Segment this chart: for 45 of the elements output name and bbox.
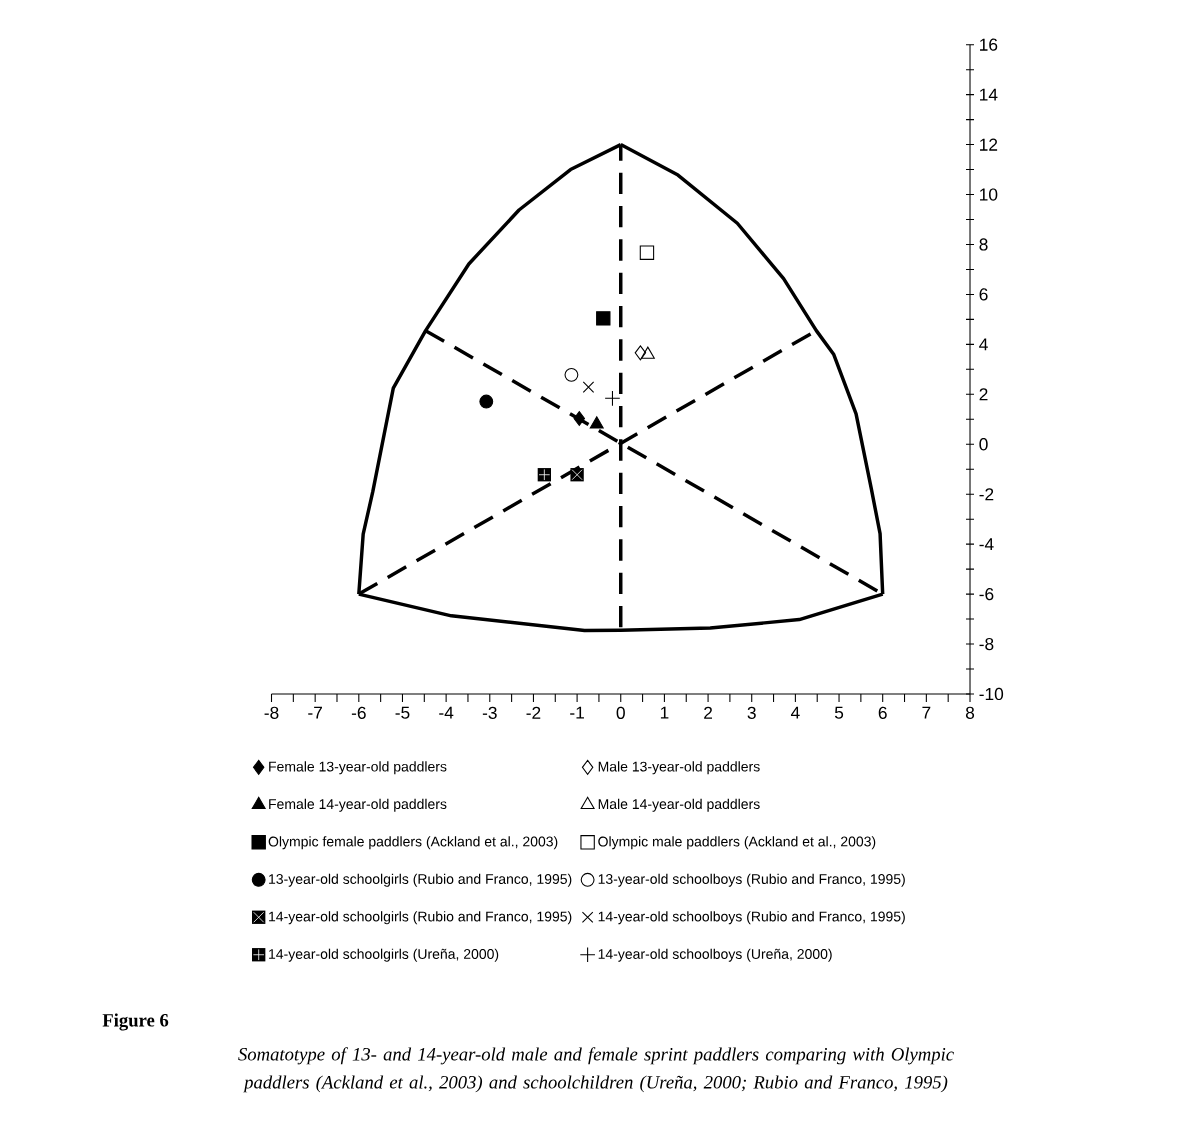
x-tick-label: -3 bbox=[482, 706, 497, 719]
y-tick-label: 6 bbox=[979, 288, 988, 301]
legend-label: Female 13-year-old paddlers bbox=[269, 761, 447, 775]
y-tick-label: 16 bbox=[980, 38, 998, 51]
y-tick-label: 10 bbox=[980, 188, 998, 201]
y-tick-label: 4 bbox=[979, 338, 988, 351]
legend-label: 14-year-old schoolgirls (Rubio and Franco, 1995) bbox=[269, 911, 572, 925]
y-tick-label: -6 bbox=[979, 587, 994, 601]
legend-label: Olympic female paddlers (Ackland et al., 2003) bbox=[268, 836, 558, 850]
x-tick-label: -1 bbox=[570, 706, 584, 719]
x-tick-label: -5 bbox=[395, 706, 410, 719]
x-tick-label: -2 bbox=[526, 706, 541, 719]
legend-label: 13-year-old schoolboys (Rubio and Franco, 1995) bbox=[598, 873, 905, 887]
x-tick-label: 7 bbox=[922, 706, 931, 719]
x-tick-label: -6 bbox=[351, 706, 366, 719]
caption: Figure 6 bbox=[102, 1013, 169, 1031]
legend-label: 13-year-old schoolgirls (Rubio and Franco, 1995) bbox=[269, 873, 572, 887]
y-tick-label: -8 bbox=[979, 637, 994, 651]
y-tick-label: 2 bbox=[979, 388, 988, 401]
y-tick-label: 14 bbox=[980, 88, 998, 101]
legend-label: Male 13-year-old paddlers bbox=[598, 761, 760, 775]
y-tick-label: 12 bbox=[980, 138, 998, 151]
text: Somatotype of 13- and 14-year-old male and female sprint paddlers comparing with Olympic paddlers (Ackland et al., 2003) and schoolchildren (Ureña, 2000; Rubio and Franco, 1995) bbox=[238, 1047, 954, 1093]
y-tick-label: 0 bbox=[979, 438, 988, 451]
x-tick-label: 6 bbox=[878, 706, 887, 719]
x-tick-label: -7 bbox=[308, 706, 322, 719]
legend-label: Male 14-year-old paddlers bbox=[598, 798, 760, 812]
legend-label: 14-year-old schoolboys (Ureña, 2000) bbox=[598, 948, 832, 962]
x-tick-label: -4 bbox=[439, 706, 454, 719]
legend-label: 14-year-old schoolgirls (Ureña, 2000) bbox=[269, 948, 499, 962]
x-tick-label: 2 bbox=[704, 706, 713, 719]
y-tick-label: -10 bbox=[979, 687, 1004, 701]
x-tick-label: 5 bbox=[834, 706, 844, 719]
x-tick-label: -8 bbox=[264, 706, 279, 719]
x-tick-label: 8 bbox=[965, 706, 975, 719]
y-tick-label: -4 bbox=[979, 538, 994, 551]
legend-label: Olympic male paddlers (Ackland et al., 2003) bbox=[598, 836, 876, 850]
x-tick-label: 4 bbox=[790, 706, 800, 719]
y-tick-label: 8 bbox=[979, 238, 988, 251]
x-tick-label: 0 bbox=[616, 706, 625, 719]
x-tick-label: 3 bbox=[747, 706, 756, 719]
legend-label: 14-year-old schoolboys (Rubio and Franco, 1995) bbox=[598, 911, 905, 925]
y-tick-label: -2 bbox=[979, 488, 994, 501]
x-tick-label: 1 bbox=[660, 706, 669, 719]
legend-label: Female 14-year-old paddlers bbox=[269, 798, 447, 812]
